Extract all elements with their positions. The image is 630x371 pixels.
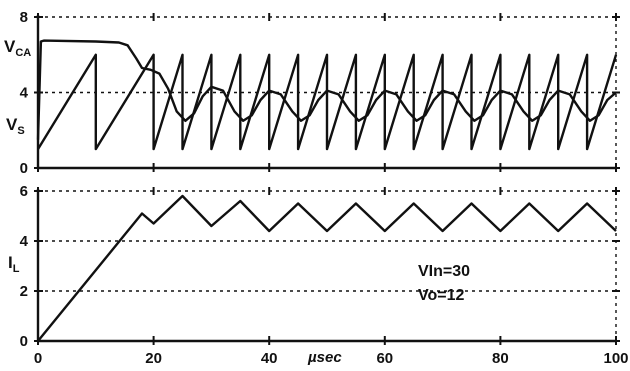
label-il: IL xyxy=(8,253,20,275)
label-vca: VCA xyxy=(4,37,31,59)
xtick-label-40: 40 xyxy=(261,350,278,367)
xtick-label-80: 80 xyxy=(492,350,509,367)
annotation-vin: VIn=30 xyxy=(418,263,470,280)
xtick-label-0: 0 xyxy=(34,350,42,367)
plot-traces xyxy=(36,39,618,342)
xtick-label-20: 20 xyxy=(145,350,162,367)
series-v-s xyxy=(36,53,618,151)
top-ytick-label-8: 8 xyxy=(20,9,28,26)
plot-frames xyxy=(34,13,620,345)
xtick-label-60: 60 xyxy=(376,350,393,367)
label-vs: VS xyxy=(6,115,25,137)
bottom-ytick-label-6: 6 xyxy=(20,183,28,200)
top-ytick-label-0: 0 xyxy=(20,160,28,177)
bottom-ytick-label-4: 4 xyxy=(20,233,29,250)
series-i-l xyxy=(37,194,617,342)
top-ytick-label-4: 4 xyxy=(20,85,29,102)
series-v-ca xyxy=(36,39,617,140)
annotation-vo: Vo=12 xyxy=(418,287,465,304)
xtick-label-100: 100 xyxy=(603,350,628,367)
bottom-ytick-label-2: 2 xyxy=(20,283,28,300)
bottom-ytick-label-0: 0 xyxy=(20,333,28,350)
x-axis-label: µsec xyxy=(307,349,342,366)
